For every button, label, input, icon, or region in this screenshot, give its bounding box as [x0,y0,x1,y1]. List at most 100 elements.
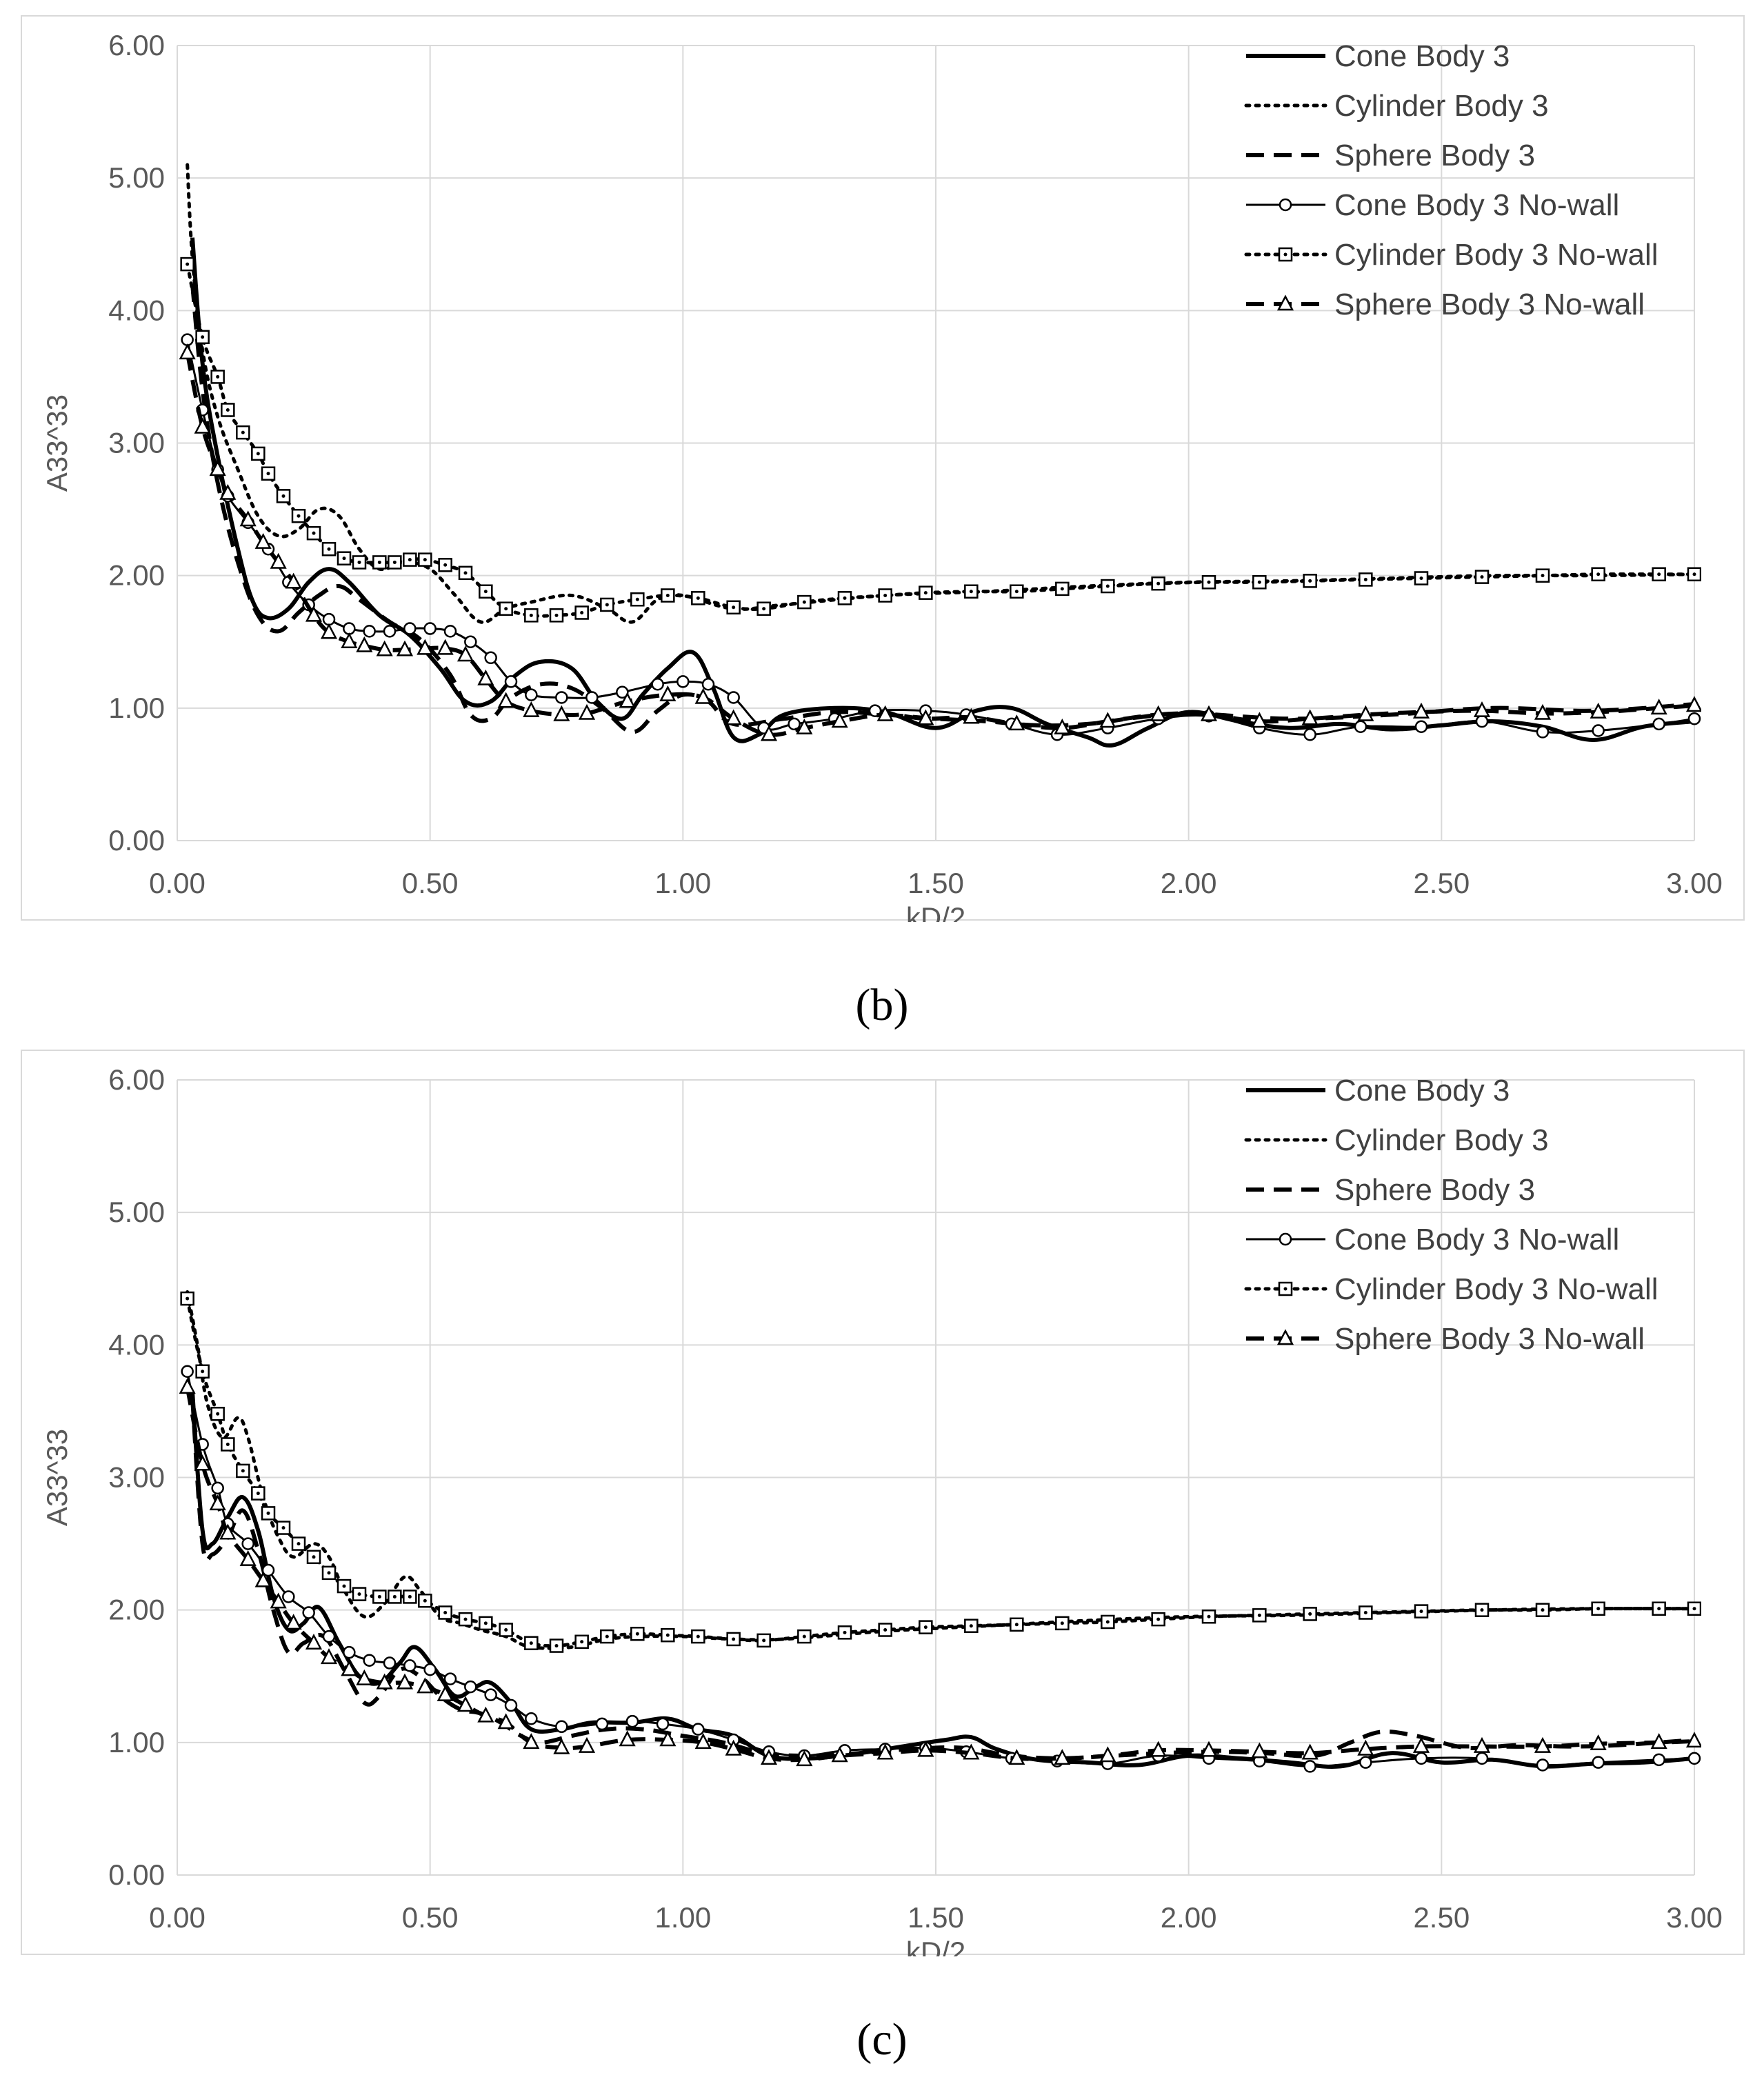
data-point-square-dot [1657,572,1661,577]
data-point-triangle [437,639,454,655]
legend-label: Sphere Body 3 [1334,139,1535,172]
data-point-circle [1536,1758,1550,1772]
data-point-triangle [963,1743,980,1760]
data-point-circle [692,1723,705,1736]
y-tick-label: 6.00 [108,1063,165,1096]
data-point-triangle [254,1571,272,1587]
x-tick-label: 0.50 [402,867,459,899]
data-point-square-dot [443,563,448,567]
x-tick-label: 1.50 [908,867,964,899]
series-line [190,283,1695,734]
data-point-square-dot [580,1640,584,1644]
data-point-square-dot [1257,1613,1261,1617]
data-point-square-dot [696,596,700,600]
series-line [186,339,1695,736]
data-point-triangle [619,692,636,708]
data-point-square-dot [423,558,427,562]
data-point-circle [504,1698,518,1712]
data-point-square-dot [1156,1617,1161,1621]
data-point-triangle [1099,1746,1116,1763]
data-point-triangle [497,1713,514,1730]
data-point-square-dot [732,1637,736,1641]
legend-label: Sphere Body 3 [1334,1173,1535,1207]
data-point-square-dot [969,1624,973,1628]
series-line [190,1391,1695,1769]
x-tick-label: 3.00 [1666,1901,1723,1934]
data-point-triangle [760,725,778,741]
data-point-circle [343,1645,356,1659]
x-tick-label: 3.00 [1666,867,1723,899]
data-point-circle [585,691,599,704]
data-point-triangle [437,1685,454,1701]
legend-label: Cylinder Body 3 [1334,1123,1549,1157]
data-point-triangle [1473,701,1491,717]
data-point-circle [525,688,538,701]
legend-label: Cone Body 3 No-wall [1334,1223,1619,1256]
data-point-square-dot [241,1469,245,1473]
data-point-square-dot [297,1542,301,1546]
data-point-triangle [396,1673,414,1690]
data-point-square-dot [1692,572,1696,577]
data-point-circle [1687,712,1701,725]
data-point-circle [1592,1756,1605,1769]
data-point-square-dot [1257,580,1261,584]
data-point-triangle [796,718,813,734]
data-point-triangle [285,572,302,589]
data-point-square-dot [665,593,670,597]
y-tick-label: 2.00 [108,1594,165,1626]
chart-b-svg: 0.00 1.00 2.00 3.00 4.00 5.00 6.00 0.00 0.50 1.00… [41,29,1723,922]
data-point-triangle [341,1660,358,1676]
data-point-triangle [179,1378,196,1394]
data-point-circle [302,1606,315,1619]
data-point-square-dot [762,607,766,611]
data-point-square-dot [408,558,412,562]
chart-panel-c: 0.00 1.00 2.00 3.00 4.00 5.00 6.00 0.00 0.50 1.00… [21,1050,1745,1956]
data-point-triangle [1650,699,1667,715]
data-point-circle [403,1659,417,1672]
data-point-triangle [1008,714,1025,731]
data-point-square-dot [1596,1607,1601,1611]
x-axis-title: kD/2 [906,901,965,922]
y-axis-title: A33^33 [41,394,73,492]
data-point-circle [1354,720,1367,733]
data-point-square-dot [665,1633,670,1637]
data-point-triangle [270,1592,287,1609]
data-point-triangle [356,1669,373,1685]
data-point-triangle [1150,1741,1167,1757]
x-tick-label: 0.50 [402,1901,459,1934]
data-point-circle [181,1365,194,1379]
x-tick-label: 0.00 [149,867,206,899]
data-point-circle [363,1654,376,1667]
data-point-triangle [1251,1742,1268,1758]
data-point-triangle [619,1730,636,1747]
data-point-circle [676,675,690,688]
data-point-triangle [1685,696,1701,712]
data-point-circle [443,1672,457,1685]
legend-label: Cone Body 3 No-wall [1334,188,1619,222]
data-point-square-dot [225,408,230,412]
series-line [186,1371,1695,1767]
data-point-circle [261,1563,275,1577]
y-tick-label: 2.00 [108,559,165,592]
data-point-square-dot [1480,1608,1484,1612]
data-point-triangle [917,1741,934,1757]
data-point-square-dot [802,1634,806,1638]
data-point-square-dot [635,597,639,601]
legend-label: Cylinder Body 3 [1334,89,1549,123]
data-point-circle [555,1720,568,1734]
series-sphere-body-3 [190,283,1695,734]
data-point-square-dot [1419,577,1423,581]
series-cone-body-3-no-wall [181,333,1701,741]
data-point-triangle [457,645,474,662]
data-point-square-dot [463,571,468,575]
data-point-triangle [694,688,712,704]
data-point-circle [701,677,715,691]
data-point-circle [788,717,801,731]
data-point-triangle [553,705,570,721]
legend-label: Sphere Body 3 No-wall [1334,1322,1645,1356]
data-point-triangle [477,669,494,685]
data-point-square-dot [1105,584,1110,588]
series-sphere-body-3-no-wall [179,1378,1701,1767]
data-point-square-dot [266,472,270,476]
data-point-square-dot [256,1492,260,1496]
